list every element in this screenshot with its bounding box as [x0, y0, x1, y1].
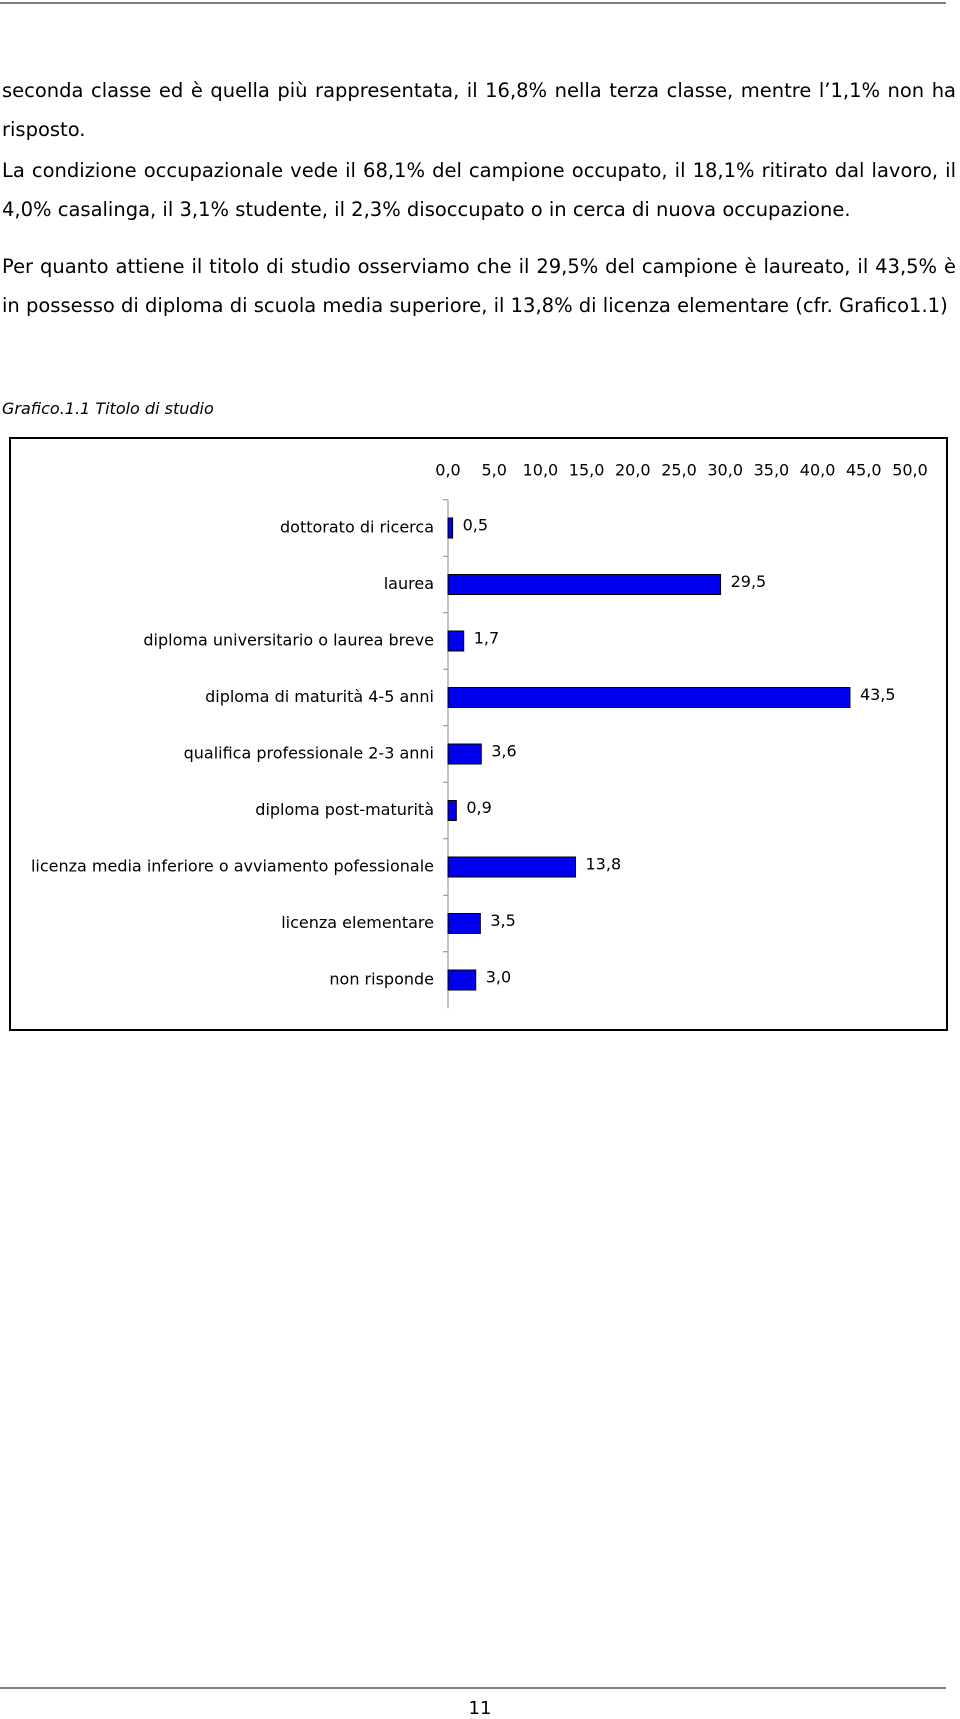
bar [447, 630, 465, 652]
category-label: licenza elementare [281, 913, 434, 932]
bar [447, 687, 851, 708]
page-number: 11 [468, 1698, 492, 1719]
x-tick-label: 25,0 [661, 461, 697, 480]
value-label: 0,5 [463, 516, 488, 535]
value-label: 0,9 [466, 798, 491, 817]
x-tick-label: 0,0 [435, 461, 460, 480]
x-tick-label: 15,0 [569, 461, 605, 480]
category-label: laurea [384, 574, 434, 593]
paragraph: Per quanto attiene il titolo di studio o… [2, 255, 956, 317]
x-tick-label: 50,0 [892, 461, 928, 480]
bar [447, 517, 454, 539]
category-label: diploma post-maturità [255, 800, 434, 819]
category-label: diploma universitario o laurea breve [143, 631, 434, 650]
value-label: 43,5 [860, 685, 896, 704]
paragraph: La condizione occupazionale vede il 68,1… [2, 159, 956, 221]
caption: Grafico.1.1 Titolo di studio [2, 399, 214, 418]
bar [447, 856, 577, 878]
category-label: qualifica professionale 2-3 anni [184, 744, 434, 763]
value-label: 3,6 [491, 742, 516, 761]
bar [447, 800, 457, 821]
value-label: 1,7 [474, 629, 499, 648]
value-label: 29,5 [731, 572, 767, 591]
bar [447, 574, 722, 595]
x-tick-label: 30,0 [707, 461, 743, 480]
x-tick-label: 10,0 [523, 461, 559, 480]
bar [447, 969, 477, 991]
x-tick-label: 20,0 [615, 461, 651, 480]
x-tick-label: 45,0 [846, 461, 882, 480]
bar [447, 913, 481, 934]
category-label: non risponde [329, 970, 434, 989]
x-tick-label: 40,0 [800, 461, 836, 480]
category-label: licenza media inferiore o avviamento pof… [31, 857, 434, 876]
x-tick-label: 5,0 [481, 461, 506, 480]
value-label: 3,5 [490, 911, 515, 930]
value-label: 3,0 [486, 968, 511, 987]
value-label: 13,8 [586, 855, 622, 874]
x-tick-label: 35,0 [754, 461, 790, 480]
category-label: diploma di maturità 4-5 anni [205, 687, 434, 706]
paragraph: seconda classe ed è quella più rappresen… [2, 79, 956, 141]
bar [447, 743, 482, 765]
category-label: dottorato di ricerca [280, 518, 434, 537]
